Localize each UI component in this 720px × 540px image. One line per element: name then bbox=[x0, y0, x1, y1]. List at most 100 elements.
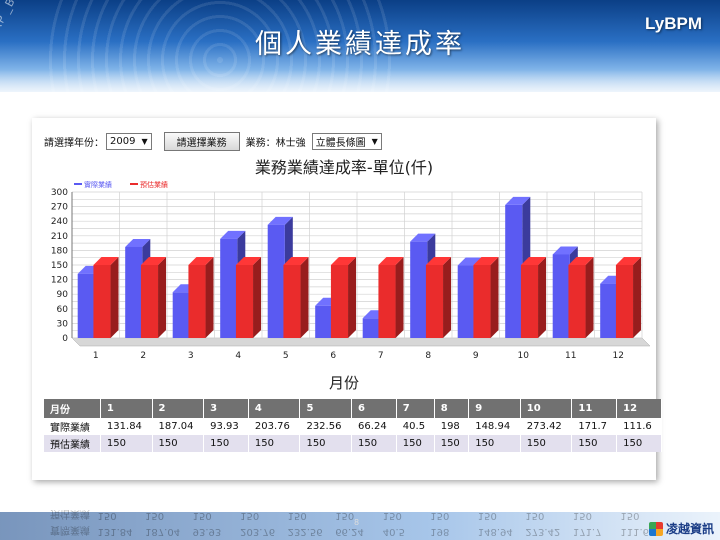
banner-fade bbox=[0, 70, 720, 92]
bar-side bbox=[110, 257, 119, 338]
report-panel: 請選擇年份： 2009 ▼ 請選擇業務 業務：林士強 立體長條圖 ▼ 業務業績達… bbox=[32, 118, 662, 480]
value-cell: 273.42 bbox=[520, 418, 573, 435]
table-header-row: 月份 1 2 3 4 5 6 7 8 9 10 11 12 bbox=[44, 399, 662, 418]
bar-top bbox=[140, 257, 167, 265]
bar-top bbox=[267, 216, 293, 225]
year-label: 請選擇年份： bbox=[44, 137, 104, 149]
value-cell: 93.93 bbox=[203, 418, 249, 435]
x-tick-label: 9 bbox=[473, 351, 479, 361]
bar-side bbox=[633, 257, 642, 338]
bar-front bbox=[220, 238, 238, 338]
y-tick-label: 180 bbox=[51, 246, 68, 256]
table-reflection: 實際業績 131.84 187.04 93.93 203.76 232.56 66.24 40… bbox=[44, 506, 662, 540]
select-salesperson-button[interactable]: 請選擇業務 bbox=[163, 131, 240, 151]
reflection-cell: 150 bbox=[192, 510, 212, 522]
bar-side bbox=[538, 257, 547, 338]
table-row: 預估業績 150 150 150 150 150 150 150 150 150 150 150 150 bbox=[44, 435, 662, 452]
bar-front bbox=[283, 265, 301, 338]
reflection-cell: 實際業績 bbox=[50, 524, 90, 536]
legend-label: 實際業績 bbox=[84, 180, 112, 189]
header-cell: 12 bbox=[616, 399, 662, 418]
reflection-cell: 150 bbox=[240, 510, 260, 522]
data-table: 月份 1 2 3 4 5 6 7 8 9 10 11 12 實際業績 131.84 187.04 93.93 2… bbox=[44, 399, 662, 452]
reflection-cell: 150 bbox=[145, 510, 165, 522]
bar-top bbox=[615, 257, 642, 265]
page-number: 8 bbox=[354, 518, 360, 527]
bar-top bbox=[410, 233, 436, 242]
year-select[interactable]: 2009 ▼ bbox=[106, 132, 152, 150]
bar-side bbox=[205, 257, 214, 338]
value-cell: 150 bbox=[100, 435, 153, 452]
value-cell: 150 bbox=[396, 435, 435, 452]
salesperson-label: 業務：林士強 bbox=[245, 137, 306, 149]
bar-front bbox=[330, 265, 349, 338]
reflection-cell: 93.93 bbox=[192, 526, 222, 538]
x-tick-label: 4 bbox=[235, 351, 241, 361]
x-tick-label: 7 bbox=[378, 351, 384, 361]
reflection-cell: 273.42 bbox=[525, 526, 561, 538]
legend-label: 預估業績 bbox=[140, 180, 168, 189]
header-banner: ERP _BPM_BI_Flow bbox=[0, 0, 720, 92]
y-tick-label: 0 bbox=[62, 334, 68, 344]
header-cell: 1 bbox=[100, 399, 153, 418]
reflection-cell: 150 bbox=[335, 510, 355, 522]
y-tick-label: 240 bbox=[51, 217, 68, 227]
table-row: 實際業績 131.84 187.04 93.93 203.76 232.56 66.24 40… bbox=[44, 418, 662, 435]
value-cell: 111.6 bbox=[616, 418, 662, 435]
bar-top bbox=[568, 257, 594, 265]
reflection-cell: 150 bbox=[525, 510, 545, 522]
bar-side bbox=[395, 257, 404, 338]
bar-target-11 bbox=[568, 257, 594, 338]
bar-target-3 bbox=[188, 257, 214, 338]
bar-side bbox=[490, 257, 499, 338]
bar-front bbox=[410, 241, 428, 338]
bar-front bbox=[378, 265, 396, 338]
filter-controls: 請選擇年份： 2009 ▼ 請選擇業務 業務：林士強 立體長條圖 ▼ bbox=[44, 130, 388, 152]
y-tick-label: 90 bbox=[57, 290, 69, 300]
value-cell: 150 bbox=[571, 435, 618, 452]
row-label-cell: 預估業績 bbox=[44, 435, 101, 452]
value-cell: 150 bbox=[248, 435, 301, 452]
value-cell: 187.04 bbox=[152, 418, 205, 435]
bar-side bbox=[300, 257, 309, 338]
bar-target-4 bbox=[235, 257, 262, 338]
value-cell: 131.84 bbox=[100, 418, 153, 435]
bar-target-1 bbox=[93, 257, 119, 338]
reflection-cell: 131.84 bbox=[97, 526, 133, 538]
bar-front bbox=[140, 265, 159, 338]
chart-style-select[interactable]: 立體長條圖 ▼ bbox=[311, 132, 382, 150]
bar-target-7 bbox=[378, 257, 404, 338]
bar-top bbox=[425, 257, 452, 265]
bar-top bbox=[520, 257, 547, 265]
bar-target-2 bbox=[140, 257, 167, 338]
bar-front bbox=[235, 265, 254, 338]
header-cell: 11 bbox=[571, 399, 618, 418]
reflection-cell: 150 bbox=[97, 510, 117, 522]
x-tick-label: 10 bbox=[518, 351, 530, 361]
bar-front bbox=[520, 265, 539, 338]
reflection-cell: 232.56 bbox=[287, 526, 323, 538]
y-tick-label: 300 bbox=[51, 188, 68, 198]
x-tick-label: 11 bbox=[565, 351, 576, 361]
reflection-row: 預估業績 150 150 150 150 150 150 150 150 150 150 150 150 bbox=[44, 508, 662, 524]
value-cell: 150 bbox=[434, 435, 470, 452]
value-cell: 171.7 bbox=[571, 418, 618, 435]
bar-front bbox=[315, 305, 333, 338]
bar-front bbox=[125, 246, 143, 338]
bar-side bbox=[348, 257, 357, 338]
slide-title: 個人業績達成率 bbox=[255, 29, 465, 60]
reflection-cell: 150 bbox=[477, 510, 497, 522]
bar-front bbox=[568, 265, 586, 338]
bar-front bbox=[93, 265, 111, 338]
bar-side bbox=[253, 257, 262, 338]
bar-top bbox=[93, 257, 119, 265]
header-cell: 8 bbox=[434, 399, 470, 418]
header-cell: 7 bbox=[396, 399, 435, 418]
company-logo-icon bbox=[648, 521, 663, 536]
bar-top bbox=[125, 238, 151, 247]
y-tick-label: 30 bbox=[57, 319, 69, 329]
bar-top bbox=[283, 257, 309, 265]
reflection-cell: 148.94 bbox=[477, 526, 513, 538]
bar-top bbox=[378, 257, 404, 265]
bar-top bbox=[188, 257, 214, 265]
